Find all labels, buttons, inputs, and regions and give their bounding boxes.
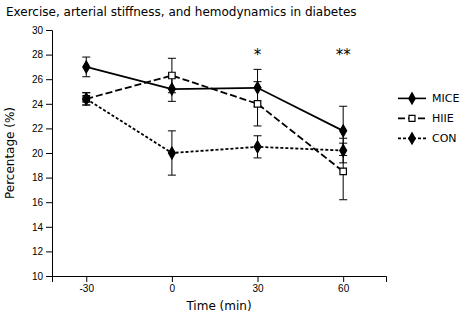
y-tick-label: 22 (32, 123, 44, 134)
x-axis-line (53, 277, 387, 283)
point (254, 101, 260, 107)
y-tick-label: 18 (32, 172, 44, 183)
x-tick-mark (343, 276, 344, 282)
y-tick: 18 (32, 172, 52, 183)
y-tick-mark (46, 55, 52, 56)
y-tick: 26 (32, 74, 52, 85)
point (83, 61, 90, 73)
error-bar (82, 93, 90, 105)
y-tick-mark (46, 153, 52, 154)
x-tick: 60 (338, 276, 350, 294)
series (82, 57, 347, 155)
series-line (86, 99, 343, 153)
y-tick-label: 16 (32, 197, 44, 208)
annotation: ** (336, 46, 352, 64)
y-tick: 28 (32, 49, 52, 60)
y-tick-mark (46, 178, 52, 179)
legend: MICE HIIE CON (398, 92, 459, 145)
chart: Exercise, arterial stiffness, and hemody… (0, 0, 474, 318)
y-tick: 20 (32, 148, 52, 159)
x-tick-label: 30 (252, 283, 264, 294)
point (340, 168, 346, 174)
error-bar (254, 82, 262, 126)
y-tick: 12 (32, 246, 52, 257)
point (340, 125, 347, 137)
x-tick-mark (86, 276, 87, 282)
y-tick-label: 10 (32, 271, 44, 282)
x-axis: -30 0 30 60 (53, 276, 387, 294)
y-tick-mark (46, 227, 52, 228)
y-tick: 30 (32, 25, 52, 36)
y-axis-line (46, 31, 53, 277)
y-tick-mark (46, 202, 52, 203)
x-tick: -30 (80, 276, 95, 294)
series-line (86, 76, 343, 172)
error-bar (254, 136, 262, 158)
legend-marker (409, 115, 415, 121)
title: Exercise, arterial stiffness, and hemody… (6, 5, 357, 19)
error-bar (168, 131, 176, 175)
y-tick: 24 (32, 99, 52, 110)
y-tick-label: 30 (32, 25, 44, 36)
y-axis-title: Percentage (%) (3, 107, 17, 199)
x-tick: 0 (170, 276, 176, 294)
y-tick-mark (46, 128, 52, 129)
series (82, 93, 347, 175)
y-tick: 14 (32, 222, 52, 233)
y-tick-label: 12 (32, 246, 44, 257)
error-bar (339, 138, 347, 163)
series-line (86, 67, 343, 131)
y-tick-label: 28 (32, 49, 44, 60)
plot-area: -30030601012141618202224262830Time (min)… (3, 25, 459, 313)
y-tick-mark (46, 79, 52, 80)
legend-label: MICE (432, 92, 459, 105)
legend-marker (409, 93, 415, 104)
legend-label: HIIE (432, 112, 454, 125)
x-tick-label: -30 (80, 283, 95, 294)
y-tick-mark (46, 104, 52, 105)
point (168, 147, 175, 159)
y-axis: 10 12 14 16 18 20 22 24 26 28 30 (32, 25, 53, 282)
point (169, 72, 175, 78)
legend-marker (409, 133, 415, 144)
annotation: * (254, 46, 262, 64)
x-tick-label: 0 (170, 283, 176, 294)
y-tick-label: 26 (32, 74, 44, 85)
y-tick: 10 (32, 271, 52, 282)
y-tick: 16 (32, 197, 52, 208)
x-tick: 30 (252, 276, 264, 294)
error-bar (339, 143, 347, 200)
series (82, 58, 347, 199)
legend-label: CON (432, 132, 457, 145)
legend-item: MICE (398, 92, 459, 105)
y-tick-mark (46, 30, 52, 31)
legend-item: HIIE (398, 112, 454, 125)
point (83, 93, 90, 105)
x-tick-label: 60 (338, 283, 350, 294)
x-tick-mark (258, 276, 259, 282)
legend-item: CON (398, 132, 457, 145)
y-tick-label: 20 (32, 148, 44, 159)
y-tick: 22 (32, 123, 52, 134)
y-tick-label: 24 (32, 99, 44, 110)
error-bar (82, 93, 90, 105)
y-tick-mark (46, 251, 52, 252)
marks (82, 57, 347, 200)
y-tick-mark (46, 276, 52, 277)
x-axis-title: Time (min) (185, 299, 251, 313)
point (254, 141, 261, 153)
error-bar (82, 57, 90, 77)
x-tick-mark (172, 276, 173, 282)
error-bar (168, 58, 176, 92)
point (340, 145, 347, 157)
y-tick-label: 14 (32, 222, 44, 233)
